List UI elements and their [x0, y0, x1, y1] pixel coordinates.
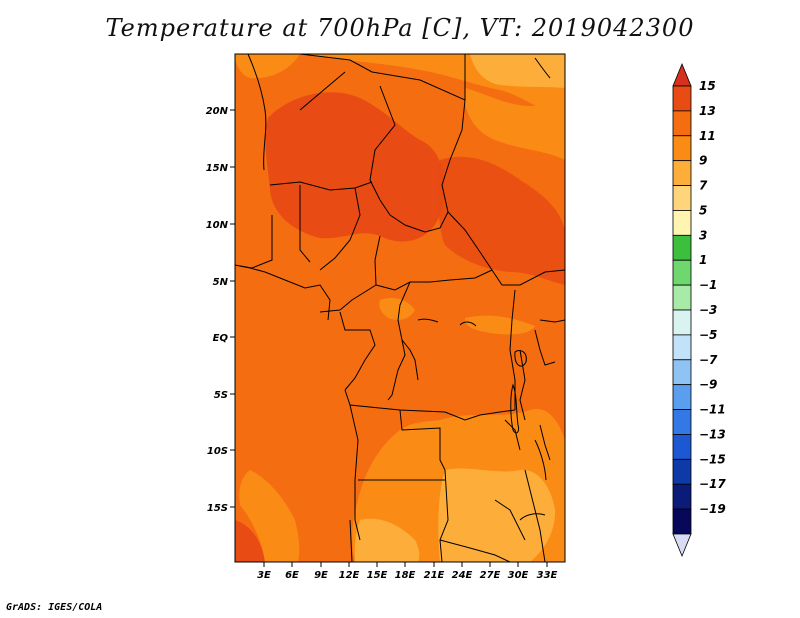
colorbar-label: −11	[699, 403, 726, 417]
lon-label-30e: 30E	[508, 570, 529, 581]
lon-label-21e: 21E	[424, 570, 445, 581]
colorbar-label: −19	[699, 502, 726, 516]
lon-label-24e: 24E	[452, 570, 473, 581]
colorbar-label: −1	[699, 278, 717, 292]
colorbar-segment	[672, 508, 692, 535]
lon-label-15e: 15E	[367, 570, 388, 581]
longitude-axis: 3E 6E 9E 12E 15E 18E 21E 24E 27E 30E 33E	[257, 562, 558, 581]
lat-label-10s: 10S	[207, 446, 228, 457]
lat-tick-15n: 15N	[206, 163, 235, 174]
colorbar-label: 15	[699, 79, 716, 93]
lat-label-20n: 20N	[206, 106, 229, 117]
colorbar-segment	[672, 483, 692, 510]
lon-label-18e: 18E	[395, 570, 416, 581]
colorbar-label: 11	[699, 129, 716, 143]
colorbar-segment	[672, 110, 692, 137]
lat-label-eq: EQ	[213, 333, 229, 344]
colorbar-segment	[672, 334, 692, 361]
colorbar: 15 13 11 9 7 5 3 1 −1 −3 −5 −7 −9 −11 −13 −15 −17 −19	[672, 62, 726, 558]
colorbar-top-arrow	[672, 62, 692, 87]
colorbar-segment	[672, 434, 692, 460]
colorbar-segment	[672, 85, 692, 112]
lon-label-27e: 27E	[480, 570, 501, 581]
colorbar-segment	[672, 259, 692, 286]
colorbar-label: 7	[699, 179, 708, 193]
lat-label-10n: 10N	[206, 220, 229, 231]
colorbar-label: 3	[699, 228, 707, 242]
lat-tick-10s: 10S	[207, 446, 235, 457]
lat-tick-eq: EQ	[213, 333, 235, 344]
lon-label-3e: 3E	[257, 570, 271, 581]
lat-label-15n: 15N	[206, 163, 229, 174]
lon-label-12e: 12E	[339, 570, 360, 581]
colorbar-segment	[672, 359, 692, 386]
country-borders	[234, 53, 566, 563]
lon-label-9e: 9E	[314, 570, 328, 581]
lat-tick-5s: 5S	[214, 390, 235, 401]
colorbar-segment	[672, 409, 692, 435]
colorbar-label: −15	[699, 452, 726, 466]
colorbar-label: 13	[699, 104, 716, 118]
map-frame	[234, 53, 566, 563]
colorbar-label: −3	[699, 303, 717, 317]
map-title: Temperature at 700hPa [C], VT: 201904230…	[105, 14, 695, 42]
colorbar-label: −9	[699, 378, 717, 392]
lat-label-5s: 5S	[214, 390, 228, 401]
lat-label-5n: 5N	[213, 277, 229, 288]
colorbar-bottom-arrow	[672, 533, 692, 558]
colorbar-label: −17	[699, 477, 726, 491]
colorbar-segment	[672, 234, 692, 261]
colorbar-segment	[672, 309, 692, 336]
colorbar-segment	[672, 135, 692, 162]
software-credit: GrADS: IGES/COLA	[6, 602, 103, 613]
lakes	[417, 57, 551, 521]
lat-label-15s: 15S	[207, 503, 228, 514]
colorbar-label: 9	[699, 154, 707, 168]
lon-label-33e: 33E	[537, 570, 558, 581]
lat-tick-5n: 5N	[213, 277, 235, 288]
colorbar-segment	[672, 284, 692, 311]
colorbar-label: 5	[699, 203, 707, 217]
lat-tick-20n: 20N	[206, 106, 235, 117]
colorbar-segment	[672, 210, 692, 236]
lat-tick-10n: 10N	[206, 220, 235, 231]
colorbar-label: −5	[699, 328, 717, 342]
lat-tick-15s: 15S	[207, 503, 235, 514]
latitude-axis: 20N 15N 10N 5N EQ 5S 10S 15S	[206, 106, 235, 514]
colorbar-segment	[672, 160, 692, 186]
colorbar-label: −13	[699, 427, 726, 441]
colorbar-segment	[672, 384, 692, 410]
colorbar-label: 1	[699, 253, 707, 267]
lon-label-6e: 6E	[285, 570, 299, 581]
colorbar-segment	[672, 185, 692, 211]
colorbar-label: −7	[699, 353, 718, 367]
colorbar-segment	[672, 458, 692, 485]
